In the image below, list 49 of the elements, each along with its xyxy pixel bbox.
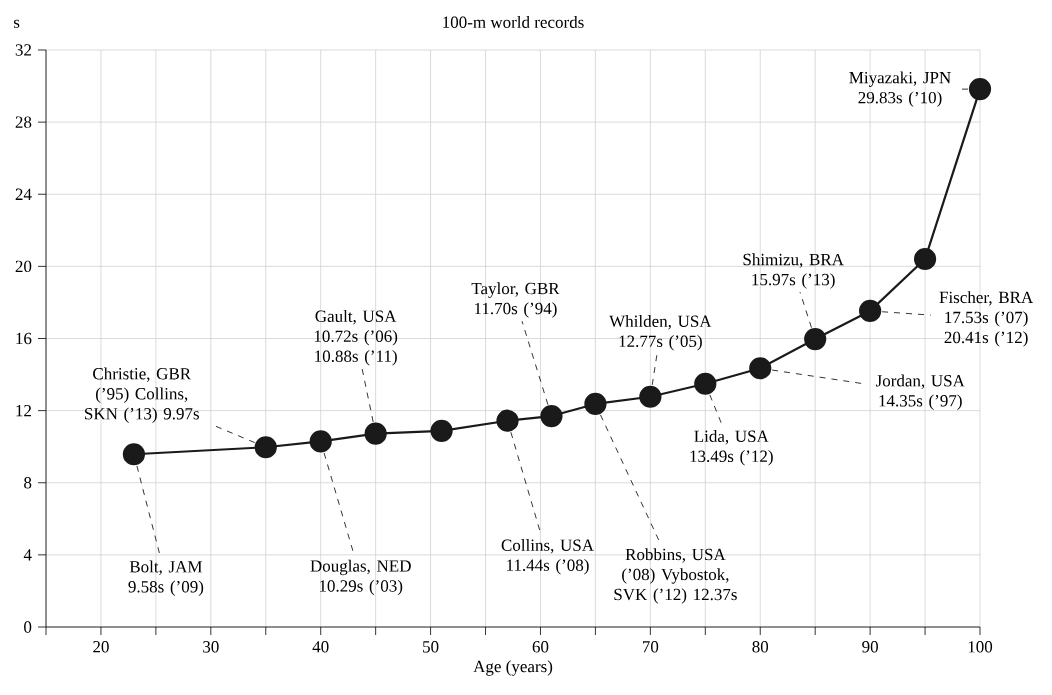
x-tick-label: 20 [93,641,109,653]
annotation: Shimizu, BRA 15.97s (’13) [743,253,844,289]
annotation: Lida, USA 13.49s (’12) [690,430,773,466]
x-axis-title: Age (years) [473,660,553,676]
y-tick-label: 16 [16,332,32,345]
annotation: Taylor, GBR 11.70s (’94) [471,282,560,318]
point [540,404,563,428]
x-tick-label: 50 [423,641,439,653]
annotation: Collins, USA 11.44s (’08) [501,539,594,575]
y-tick-label: 8 [24,477,32,489]
y-tick-label: 4 [23,549,32,561]
point [122,443,146,466]
x-tick-label: 70 [642,641,659,653]
y-tick-label: 32 [15,44,31,56]
point [694,372,717,395]
y-tick-label: 28 [15,116,32,128]
x-tick-label: 40 [312,641,329,653]
y-tick-label: 20 [15,260,32,273]
x-tick-label: 80 [752,641,769,653]
annotation: Christie, GBR (’95) Collins, SKN (’13) 9.97s [85,367,199,423]
annotation: Miyazaki, JPN 29.83s (’10) [849,71,951,107]
x-tick-label: 90 [862,641,878,653]
y-axis-title: s [14,19,20,28]
x-tick-label: 100 [968,641,993,653]
y-tick-label: 12 [16,404,31,417]
y-tick-label: 0 [24,621,32,633]
point [364,422,387,445]
y-tick-label: 24 [15,188,32,200]
point [859,299,882,323]
x-tick-label: 60 [532,641,549,653]
point [913,247,937,271]
point [496,409,519,432]
annotation: Bolt, JAM 9.58s (’09) [128,560,204,596]
annotation: Whilden, USA 12.77s (’05) [609,315,712,351]
annotation: Robbins, USA (’08) Vybostok, SVK (’12) 12.37s [614,548,737,604]
chart-title: 100-m world records [443,15,584,28]
point [749,357,772,380]
annotation: Douglas, NED 10.29s (’03) [310,559,411,596]
point [309,430,332,453]
x-tick-label: 30 [203,641,219,653]
point [254,436,277,459]
annotation: Gault, USA 10.72s (’06) 10.88s (’11) [314,310,398,366]
annotation: Jordan, USA 14.35s (’97) [875,374,965,410]
point [430,419,453,442]
point [968,78,992,101]
point [639,385,662,408]
point [584,392,607,416]
annotation: Fischer, BRA 17.53s (’07) 20.41s (’12) [939,291,1034,347]
point [804,327,827,351]
